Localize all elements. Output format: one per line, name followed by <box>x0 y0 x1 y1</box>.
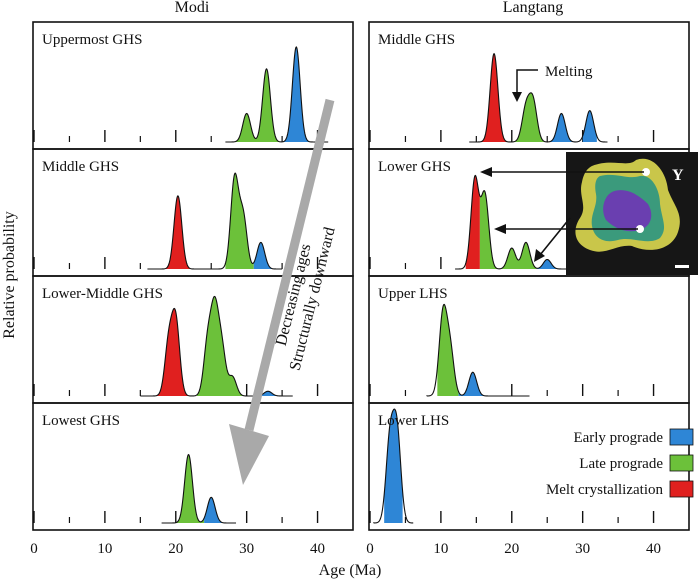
melting-label: Melting <box>545 64 593 80</box>
density-segment <box>158 195 198 269</box>
density-segment <box>515 92 544 142</box>
density-segment <box>465 175 480 269</box>
panel-langtang-0: Middle GHS <box>368 21 690 150</box>
x-tick-label: 40 <box>310 541 325 557</box>
density-segment <box>236 68 283 142</box>
density-segment <box>150 308 190 396</box>
panel-label: Middle GHS <box>42 159 119 175</box>
x-tick-label: 20 <box>504 541 519 557</box>
x-axis-label: Age (Ma) <box>319 562 382 579</box>
panel-label: Upper LHS <box>378 286 448 302</box>
legend-swatch-late <box>669 454 694 472</box>
density-segment <box>172 454 205 523</box>
x-tick-label: 0 <box>366 541 374 557</box>
column-title-langtang: Langtang <box>503 0 563 16</box>
density-segment <box>437 304 459 396</box>
panel-langtang-2: Upper LHS <box>368 275 690 404</box>
decreasing-ages-arrow: Decreasing ages Structurally downward <box>229 98 339 485</box>
panel-modi-0: Uppermost GHS <box>32 21 354 150</box>
inset-arrow-2-head <box>494 224 506 234</box>
density-segment <box>458 372 519 396</box>
x-tick-label: 20 <box>168 541 183 557</box>
x-tick-label: 10 <box>433 541 448 557</box>
density-segment <box>204 497 226 523</box>
panels: Uppermost GHS Middle GHS Lower-Middle GHS L… <box>30 21 690 557</box>
legend-label-late: Late prograde <box>579 456 663 472</box>
column-title-modi: Modi <box>175 0 210 16</box>
density-segment <box>253 391 283 396</box>
inset-arrow-1-head <box>480 167 492 177</box>
legend-swatch-early <box>669 428 694 446</box>
panel-label: Lower LHS <box>378 413 449 429</box>
panel-label: Lower-Middle GHS <box>42 286 163 302</box>
density-segment <box>197 296 254 396</box>
x-tick-label: 0 <box>30 541 38 557</box>
inset-spot-1 <box>642 168 650 176</box>
density-segment <box>582 110 597 142</box>
panel-modi-1: Middle GHS <box>32 148 354 277</box>
legend-label-early: Early prograde <box>573 430 663 446</box>
panel-label: Lower GHS <box>378 159 451 175</box>
zircon-cl-inset: Y <box>566 152 698 275</box>
legend: Early prograde Late prograde Melt crysta… <box>546 428 694 498</box>
inset-grain-core <box>603 190 652 232</box>
density-curve <box>147 172 283 270</box>
melting-pointer <box>516 69 538 94</box>
density-segment <box>225 173 254 269</box>
inset-arrow-3-shaft <box>539 217 571 256</box>
arrow-head <box>229 424 269 485</box>
density-curve <box>426 303 530 397</box>
density-curve <box>225 46 329 143</box>
y-axis-label: Relative probability <box>1 211 18 339</box>
inset-arrow-3-head <box>534 249 545 262</box>
inset-arrows <box>480 167 644 262</box>
x-tick-label: 10 <box>97 541 112 557</box>
x-tick-label: 30 <box>239 541 254 557</box>
x-tick-label: 40 <box>646 541 661 557</box>
panel-modi-2: Lower-Middle GHS <box>32 275 354 404</box>
density-segment <box>479 53 511 142</box>
melting-annotation: Melting <box>512 64 593 102</box>
panel-frame <box>32 402 354 531</box>
panel-label: Middle GHS <box>378 32 455 48</box>
inset-scale-bar <box>675 265 689 268</box>
density-segment <box>547 113 576 142</box>
panel-modi-3: Lowest GHS <box>32 402 354 531</box>
density-curve <box>469 52 608 143</box>
density-curve <box>372 408 414 524</box>
panel-label: Uppermost GHS <box>42 32 142 48</box>
density-curve <box>161 453 237 524</box>
arrow-shaft <box>244 98 335 432</box>
panel-label: Lowest GHS <box>42 413 120 429</box>
density-segment <box>479 190 537 269</box>
inset-label: Y <box>672 167 684 184</box>
density-segment <box>282 47 318 142</box>
density-curve <box>140 295 293 397</box>
melting-pointer-head <box>512 92 522 102</box>
legend-label-melt: Melt crystallization <box>546 482 664 498</box>
inset-spot-2 <box>636 225 644 233</box>
legend-swatch-melt <box>669 480 694 498</box>
x-tick-label: 30 <box>575 541 590 557</box>
